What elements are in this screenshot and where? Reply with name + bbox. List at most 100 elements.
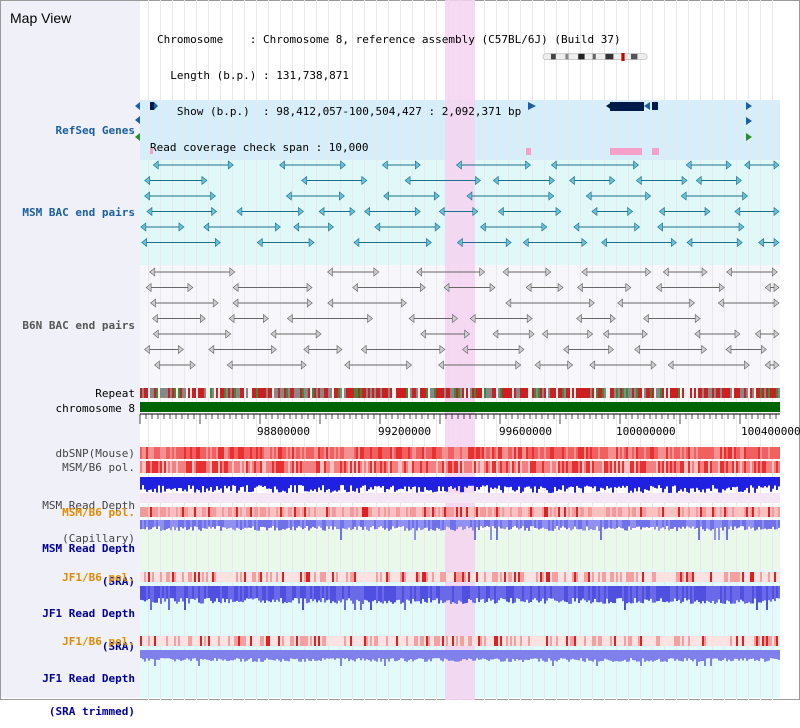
bac-pair[interactable]	[662, 267, 708, 277]
bac-pair[interactable]	[286, 313, 374, 324]
bac-pair[interactable]	[420, 329, 471, 339]
bac-pair[interactable]	[416, 267, 486, 277]
bac-pair[interactable]	[141, 237, 221, 248]
bac-pair[interactable]	[462, 344, 525, 355]
bac-pair[interactable]	[634, 344, 708, 355]
bac-pair[interactable]	[327, 267, 380, 277]
bac-pair[interactable]	[232, 282, 313, 293]
bac-pair[interactable]	[492, 175, 555, 186]
bac-pair[interactable]	[438, 360, 522, 370]
bac-pair[interactable]	[658, 206, 711, 217]
bac-pair[interactable]	[208, 344, 277, 355]
bac-pair[interactable]	[203, 222, 281, 232]
bac-pair[interactable]	[577, 282, 632, 293]
bac-pair[interactable]	[236, 206, 304, 217]
bac-pair[interactable]	[352, 282, 426, 293]
bac-pair[interactable]	[480, 222, 548, 232]
bac-pair[interactable]	[569, 175, 616, 186]
bac-pair[interactable]	[744, 160, 780, 170]
bac-pair[interactable]	[717, 298, 780, 308]
bac-pair[interactable]	[525, 282, 564, 293]
bac-pair[interactable]	[635, 175, 688, 186]
bac-pair[interactable]	[456, 237, 512, 248]
bac-pair[interactable]	[764, 282, 780, 293]
bac-pair[interactable]	[149, 267, 236, 277]
bac-pair[interactable]	[150, 298, 219, 308]
bac-pair[interactable]	[438, 206, 479, 217]
bac-pair[interactable]	[502, 267, 552, 277]
bac-pair[interactable]	[327, 298, 407, 308]
bac-pair[interactable]	[360, 344, 446, 355]
bac-pair[interactable]	[152, 329, 232, 339]
bac-pair[interactable]	[303, 344, 343, 355]
bac-pair[interactable]	[293, 222, 334, 232]
bac-pair[interactable]	[374, 222, 441, 232]
bac-pair[interactable]	[725, 344, 767, 355]
bac-pair[interactable]	[469, 313, 533, 324]
bac-pair[interactable]	[353, 237, 432, 248]
bac-pair[interactable]	[602, 329, 648, 339]
bac-pair[interactable]	[541, 329, 594, 339]
bac-pair[interactable]	[455, 160, 531, 170]
bac-pair[interactable]	[667, 360, 750, 370]
bac-pair[interactable]	[279, 160, 347, 170]
bac-pair[interactable]	[146, 206, 217, 217]
bac-pair[interactable]	[643, 313, 701, 324]
bac-pair[interactable]	[685, 160, 732, 170]
bac-pair[interactable]	[734, 206, 780, 217]
bac-pair[interactable]	[152, 160, 234, 170]
bac-pair[interactable]	[497, 206, 562, 217]
bac-pair[interactable]	[695, 175, 742, 186]
bac-pair[interactable]	[408, 313, 458, 324]
bac-pair[interactable]	[145, 282, 194, 293]
bac-pair[interactable]	[754, 329, 780, 339]
bac-pair[interactable]	[726, 267, 778, 277]
bac-end-pairs-tracks[interactable]	[0, 0, 800, 700]
refseq-genes-track[interactable]	[0, 0, 800, 700]
bac-pair[interactable]	[680, 191, 749, 201]
bac-pair[interactable]	[404, 175, 481, 186]
bac-pair[interactable]	[522, 237, 588, 248]
bac-pair[interactable]	[550, 160, 639, 170]
bac-pair[interactable]	[144, 191, 216, 201]
bac-pair[interactable]	[140, 222, 185, 232]
bac-pair[interactable]	[686, 237, 743, 248]
bac-pair[interactable]	[232, 298, 313, 308]
bac-pair[interactable]	[270, 329, 322, 339]
bac-pair[interactable]	[764, 360, 780, 370]
bac-pair[interactable]	[226, 360, 307, 370]
bac-pair[interactable]	[573, 222, 641, 232]
bac-pair[interactable]	[563, 344, 614, 355]
bac-pair[interactable]	[466, 191, 555, 201]
bac-pair[interactable]	[383, 191, 440, 201]
bac-pair[interactable]	[381, 160, 421, 170]
bac-pair[interactable]	[256, 237, 315, 248]
bac-pair[interactable]	[657, 222, 745, 232]
bac-pair[interactable]	[301, 175, 368, 186]
chromosome-ideogram[interactable]	[530, 53, 660, 61]
bac-pair[interactable]	[591, 206, 634, 217]
bac-pair[interactable]	[694, 329, 741, 339]
bac-pair[interactable]	[364, 206, 421, 217]
bac-pair[interactable]	[285, 191, 345, 201]
bac-pair[interactable]	[655, 282, 725, 293]
bac-pair[interactable]	[758, 237, 780, 248]
grid-line	[628, 0, 629, 700]
bac-pair[interactable]	[318, 206, 356, 217]
bac-pair[interactable]	[144, 344, 184, 355]
bac-pair[interactable]	[344, 360, 413, 370]
bac-pair[interactable]	[153, 360, 196, 370]
bac-pair[interactable]	[492, 329, 535, 339]
bac-pair[interactable]	[576, 313, 616, 324]
bac-pair[interactable]	[585, 191, 652, 201]
bac-pair[interactable]	[601, 237, 677, 248]
bac-pair[interactable]	[152, 313, 206, 324]
bac-pair[interactable]	[534, 360, 574, 370]
bac-pair[interactable]	[589, 360, 657, 370]
bac-pair[interactable]	[228, 313, 269, 324]
bac-pair[interactable]	[144, 175, 208, 186]
bac-pair[interactable]	[581, 267, 652, 277]
bac-pair[interactable]	[617, 298, 696, 308]
bac-pair[interactable]	[505, 298, 595, 308]
bac-pair[interactable]	[443, 282, 496, 293]
